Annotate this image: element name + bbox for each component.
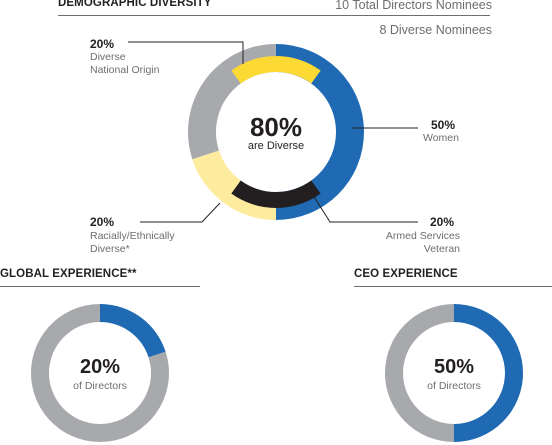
demographic-title: DEMOGRAPHIC DIVERSITY	[58, 0, 212, 9]
veteran-label-1: Armed Services	[385, 230, 460, 242]
global-title: GLOBAL EXPERIENCE**	[0, 268, 137, 280]
global-center-value: 20%	[79, 356, 121, 378]
veteran-segment	[231, 180, 321, 209]
racial-label-1: Racially/Ethnically	[90, 230, 175, 242]
ceo-center-value: 50%	[433, 356, 475, 378]
global-rule	[0, 286, 200, 287]
racial-segment	[192, 150, 276, 220]
demographic-center-label: are Diverse	[247, 140, 305, 152]
ceo-rule	[354, 286, 552, 287]
national-origin-leader-line	[128, 41, 244, 64]
racial-pct: 20%	[90, 215, 115, 229]
demographic-center-value: 80%	[249, 112, 303, 142]
ceo-center-label: of Directors	[427, 380, 481, 392]
women-pct: 50%	[431, 118, 456, 132]
veteran-label-2: Veteran	[423, 243, 460, 255]
total-directors-text: 10 Total Directors Nominees	[335, 0, 492, 12]
national-origin-label-2: National Origin	[90, 64, 160, 76]
national-origin-pct: 20%	[90, 37, 115, 51]
ceo-title: CEO EXPERIENCE	[354, 268, 458, 280]
ceo-donut-remainder-segment	[385, 304, 454, 442]
global-donut-value-segment	[100, 304, 166, 358]
racial-label-2: Diverse*	[90, 243, 130, 255]
header-rule	[58, 15, 490, 16]
women-label: Women	[423, 132, 459, 144]
women-segment	[276, 44, 364, 220]
ceo-donut-value-segment	[454, 304, 523, 442]
national-origin-segment	[231, 56, 321, 84]
diverse-nominees-text: 8 Diverse Nominees	[379, 23, 492, 37]
national-origin-label-1: Diverse	[90, 51, 126, 63]
racial-leader-line	[140, 202, 221, 223]
global-center-label: of Directors	[73, 380, 127, 392]
veteran-leader-line	[305, 183, 418, 223]
veteran-pct: 20%	[430, 215, 455, 229]
